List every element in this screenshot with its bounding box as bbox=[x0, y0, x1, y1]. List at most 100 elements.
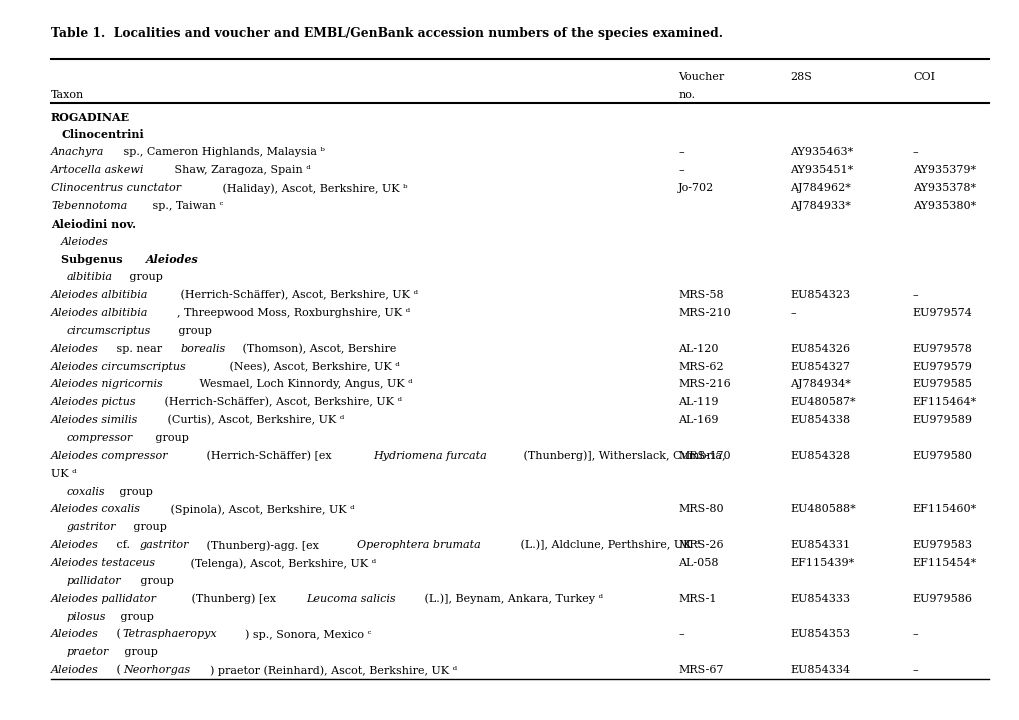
Text: AY935379*: AY935379* bbox=[912, 165, 975, 175]
Text: Leucoma salicis: Leucoma salicis bbox=[306, 594, 395, 603]
Text: EU979578: EU979578 bbox=[912, 343, 972, 354]
Text: EU854331: EU854331 bbox=[790, 540, 850, 550]
Text: –: – bbox=[678, 165, 684, 175]
Text: Tetrasphaeropyx: Tetrasphaeropyx bbox=[123, 629, 217, 639]
Text: Shaw, Zaragoza, Spain ᵈ: Shaw, Zaragoza, Spain ᵈ bbox=[171, 165, 311, 175]
Text: AL-169: AL-169 bbox=[678, 415, 718, 425]
Text: AJ784962*: AJ784962* bbox=[790, 183, 851, 193]
Text: (Haliday), Ascot, Berkshire, UK ᵇ: (Haliday), Ascot, Berkshire, UK ᵇ bbox=[219, 183, 407, 194]
Text: (Thomson), Ascot, Bershire: (Thomson), Ascot, Bershire bbox=[238, 343, 396, 354]
Text: (Curtis), Ascot, Berkshire, UK ᵈ: (Curtis), Ascot, Berkshire, UK ᵈ bbox=[164, 415, 343, 426]
Text: group: group bbox=[116, 487, 153, 497]
Text: gastritor: gastritor bbox=[139, 540, 189, 550]
Text: MRS-1: MRS-1 bbox=[678, 594, 716, 603]
Text: EU979583: EU979583 bbox=[912, 540, 972, 550]
Text: AL-120: AL-120 bbox=[678, 343, 718, 354]
Text: (Herrich-Schäffer), Ascot, Berkshire, UK ᵈ: (Herrich-Schäffer), Ascot, Berkshire, UK… bbox=[176, 290, 417, 300]
Text: MRS-170: MRS-170 bbox=[678, 451, 731, 461]
Text: EU854327: EU854327 bbox=[790, 361, 850, 372]
Text: ) praetor (Reinhard), Ascot, Berkshire, UK ᵈ: ) praetor (Reinhard), Ascot, Berkshire, … bbox=[210, 665, 457, 675]
Text: MRS-62: MRS-62 bbox=[678, 361, 723, 372]
Text: EU854326: EU854326 bbox=[790, 343, 850, 354]
Text: Hydriomena furcata: Hydriomena furcata bbox=[373, 451, 486, 461]
Text: AJ784933*: AJ784933* bbox=[790, 201, 851, 211]
Text: (Thunberg) [ex: (Thunberg) [ex bbox=[187, 594, 279, 604]
Text: Aleiodes coxalis: Aleiodes coxalis bbox=[51, 505, 141, 514]
Text: circumscriptus: circumscriptus bbox=[66, 326, 151, 336]
Text: gastritor: gastritor bbox=[66, 522, 116, 532]
Text: Aleiodes albitibia: Aleiodes albitibia bbox=[51, 308, 148, 318]
Text: no.: no. bbox=[678, 90, 695, 100]
Text: Aleiodes: Aleiodes bbox=[61, 237, 109, 246]
Text: (Herrich-Schäffer), Ascot, Berkshire, UK ᵈ: (Herrich-Schäffer), Ascot, Berkshire, UK… bbox=[161, 397, 403, 408]
Text: group: group bbox=[117, 611, 154, 621]
Text: Operophtera brumata: Operophtera brumata bbox=[357, 540, 480, 550]
Text: group: group bbox=[137, 576, 173, 586]
Text: pilosus: pilosus bbox=[66, 611, 106, 621]
Text: (Thunberg)], Witherslack, Cumbria,: (Thunberg)], Witherslack, Cumbria, bbox=[520, 451, 725, 462]
Text: pallidator: pallidator bbox=[66, 576, 121, 586]
Text: Aleiodes pallidator: Aleiodes pallidator bbox=[51, 594, 157, 603]
Text: –: – bbox=[912, 665, 918, 675]
Text: Voucher: Voucher bbox=[678, 72, 723, 82]
Text: , Threepwood Moss, Roxburghshire, UK ᵈ: , Threepwood Moss, Roxburghshire, UK ᵈ bbox=[176, 308, 410, 318]
Text: Jo-702: Jo-702 bbox=[678, 183, 714, 193]
Text: group: group bbox=[130, 522, 167, 532]
Text: compressor: compressor bbox=[66, 433, 132, 443]
Text: MRS-58: MRS-58 bbox=[678, 290, 723, 300]
Text: MRS-67: MRS-67 bbox=[678, 665, 723, 675]
Text: MRS-26: MRS-26 bbox=[678, 540, 723, 550]
Text: (L.)], Beynam, Ankara, Turkey ᵈ: (L.)], Beynam, Ankara, Turkey ᵈ bbox=[421, 594, 603, 604]
Text: Subgenus: Subgenus bbox=[61, 254, 126, 266]
Text: Aleiodes: Aleiodes bbox=[51, 343, 99, 354]
Text: Aleiodes: Aleiodes bbox=[51, 629, 99, 639]
Text: EU854353: EU854353 bbox=[790, 629, 850, 639]
Text: EF115439*: EF115439* bbox=[790, 558, 854, 568]
Text: Aleiodini nov.: Aleiodini nov. bbox=[51, 219, 136, 230]
Text: EU480587*: EU480587* bbox=[790, 397, 855, 408]
Text: –: – bbox=[912, 629, 918, 639]
Text: Neorhorgas: Neorhorgas bbox=[123, 665, 190, 675]
Text: UK ᵈ: UK ᵈ bbox=[51, 469, 76, 479]
Text: Anachyra: Anachyra bbox=[51, 148, 104, 157]
Text: Clinocentrus cunctator: Clinocentrus cunctator bbox=[51, 183, 181, 193]
Text: EU979574: EU979574 bbox=[912, 308, 972, 318]
Text: MRS-80: MRS-80 bbox=[678, 505, 723, 514]
Text: Aleiodes nigricornis: Aleiodes nigricornis bbox=[51, 379, 164, 390]
Text: (Herrich-Schäffer) [ex: (Herrich-Schäffer) [ex bbox=[203, 451, 334, 462]
Text: Wesmael, Loch Kinnordy, Angus, UK ᵈ: Wesmael, Loch Kinnordy, Angus, UK ᵈ bbox=[197, 379, 413, 390]
Text: (Nees), Ascot, Berkshire, UK ᵈ: (Nees), Ascot, Berkshire, UK ᵈ bbox=[226, 361, 399, 372]
Text: MRS-210: MRS-210 bbox=[678, 308, 731, 318]
Text: COI: COI bbox=[912, 72, 934, 82]
Text: EU979589: EU979589 bbox=[912, 415, 972, 425]
Text: Taxon: Taxon bbox=[51, 90, 85, 100]
Text: (: ( bbox=[113, 629, 120, 640]
Text: EU854323: EU854323 bbox=[790, 290, 850, 300]
Text: AY935378*: AY935378* bbox=[912, 183, 975, 193]
Text: –: – bbox=[790, 308, 796, 318]
Text: (L.)], Aldclune, Perthshire, UK ᵈ: (L.)], Aldclune, Perthshire, UK ᵈ bbox=[517, 540, 699, 551]
Text: EU854328: EU854328 bbox=[790, 451, 850, 461]
Text: EU854333: EU854333 bbox=[790, 594, 850, 603]
Text: sp., Cameron Highlands, Malaysia ᵇ: sp., Cameron Highlands, Malaysia ᵇ bbox=[120, 148, 324, 157]
Text: (Telenga), Ascot, Berkshire, UK ᵈ: (Telenga), Ascot, Berkshire, UK ᵈ bbox=[186, 558, 375, 569]
Text: (Thunberg)-agg. [ex: (Thunberg)-agg. [ex bbox=[203, 540, 322, 551]
Text: Aleiodes albitibia: Aleiodes albitibia bbox=[51, 290, 148, 300]
Text: AL-058: AL-058 bbox=[678, 558, 718, 568]
Text: Aleiodes pictus: Aleiodes pictus bbox=[51, 397, 137, 408]
Text: AJ784934*: AJ784934* bbox=[790, 379, 851, 390]
Text: EF115460*: EF115460* bbox=[912, 505, 976, 514]
Text: EF115464*: EF115464* bbox=[912, 397, 976, 408]
Text: EU979580: EU979580 bbox=[912, 451, 972, 461]
Text: Aleiodes circumscriptus: Aleiodes circumscriptus bbox=[51, 361, 186, 372]
Text: EU854334: EU854334 bbox=[790, 665, 850, 675]
Text: AL-119: AL-119 bbox=[678, 397, 718, 408]
Text: sp., Taiwan ᶜ: sp., Taiwan ᶜ bbox=[149, 201, 223, 211]
Text: Aleiodes compressor: Aleiodes compressor bbox=[51, 451, 168, 461]
Text: albitibia: albitibia bbox=[66, 272, 112, 282]
Text: Aleiodes: Aleiodes bbox=[51, 540, 99, 550]
Text: borealis: borealis bbox=[180, 343, 225, 354]
Text: (: ( bbox=[113, 665, 120, 675]
Text: AY935380*: AY935380* bbox=[912, 201, 975, 211]
Text: 28S: 28S bbox=[790, 72, 811, 82]
